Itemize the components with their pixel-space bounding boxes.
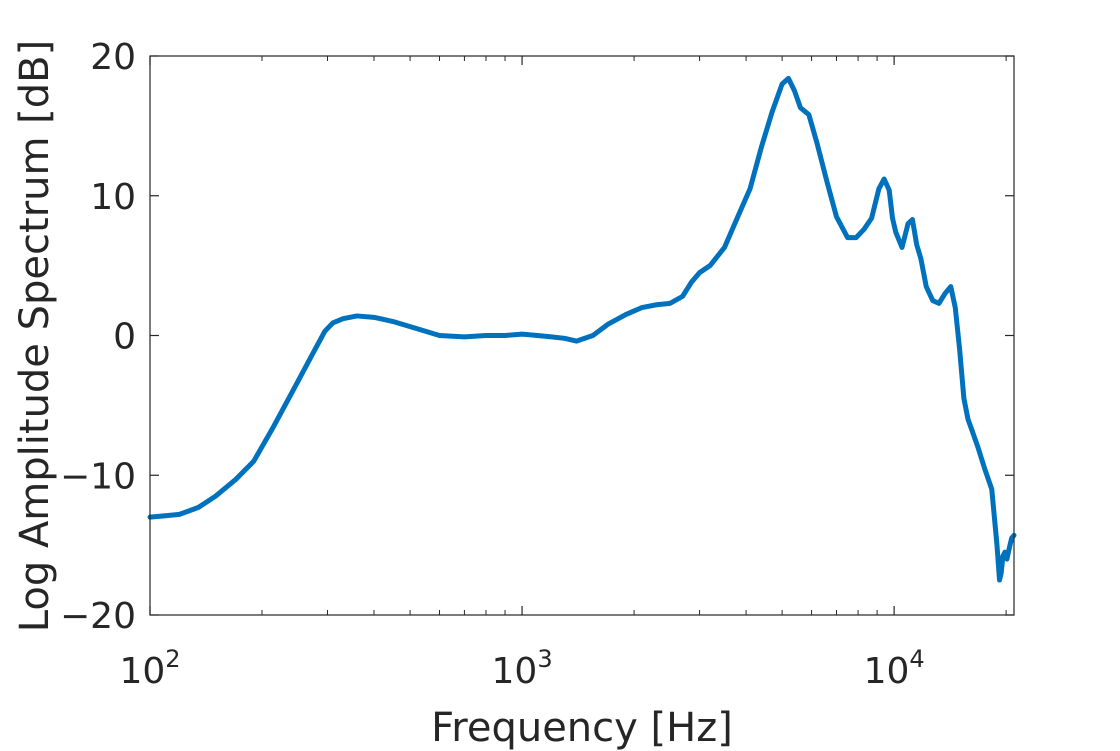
- y-tick-labels: 20 10 0 −10 −20: [60, 37, 136, 637]
- x-tick-label: 102: [119, 645, 180, 692]
- x-tick-label-base: 10: [864, 651, 910, 692]
- y-tick-label: 20: [90, 37, 136, 78]
- x-tick-labels: 102 103 104: [119, 645, 924, 692]
- series-line: [147, 75, 1017, 583]
- y-tick-label: −20: [60, 596, 136, 637]
- y-axis-label: Log Amplitude Spectrum [dB]: [12, 40, 58, 632]
- x-tick-label-exponent: 4: [909, 645, 924, 673]
- y-tick-label: 10: [90, 177, 136, 218]
- series-layer: [147, 75, 1017, 583]
- y-tick-label: −10: [60, 456, 136, 497]
- plot-frame: [149, 55, 1015, 616]
- plot-background: [150, 56, 1014, 615]
- x-tick-label-base: 10: [492, 651, 538, 692]
- x-tick-label-exponent: 3: [537, 645, 552, 673]
- x-axis-label: Frequency [Hz]: [431, 705, 733, 751]
- x-tick-label-base: 10: [119, 651, 165, 692]
- x-tick-label: 103: [492, 645, 553, 692]
- x-tick-label-exponent: 2: [165, 645, 180, 673]
- y-tick-label: 0: [113, 317, 136, 358]
- x-tick-label: 104: [864, 645, 925, 692]
